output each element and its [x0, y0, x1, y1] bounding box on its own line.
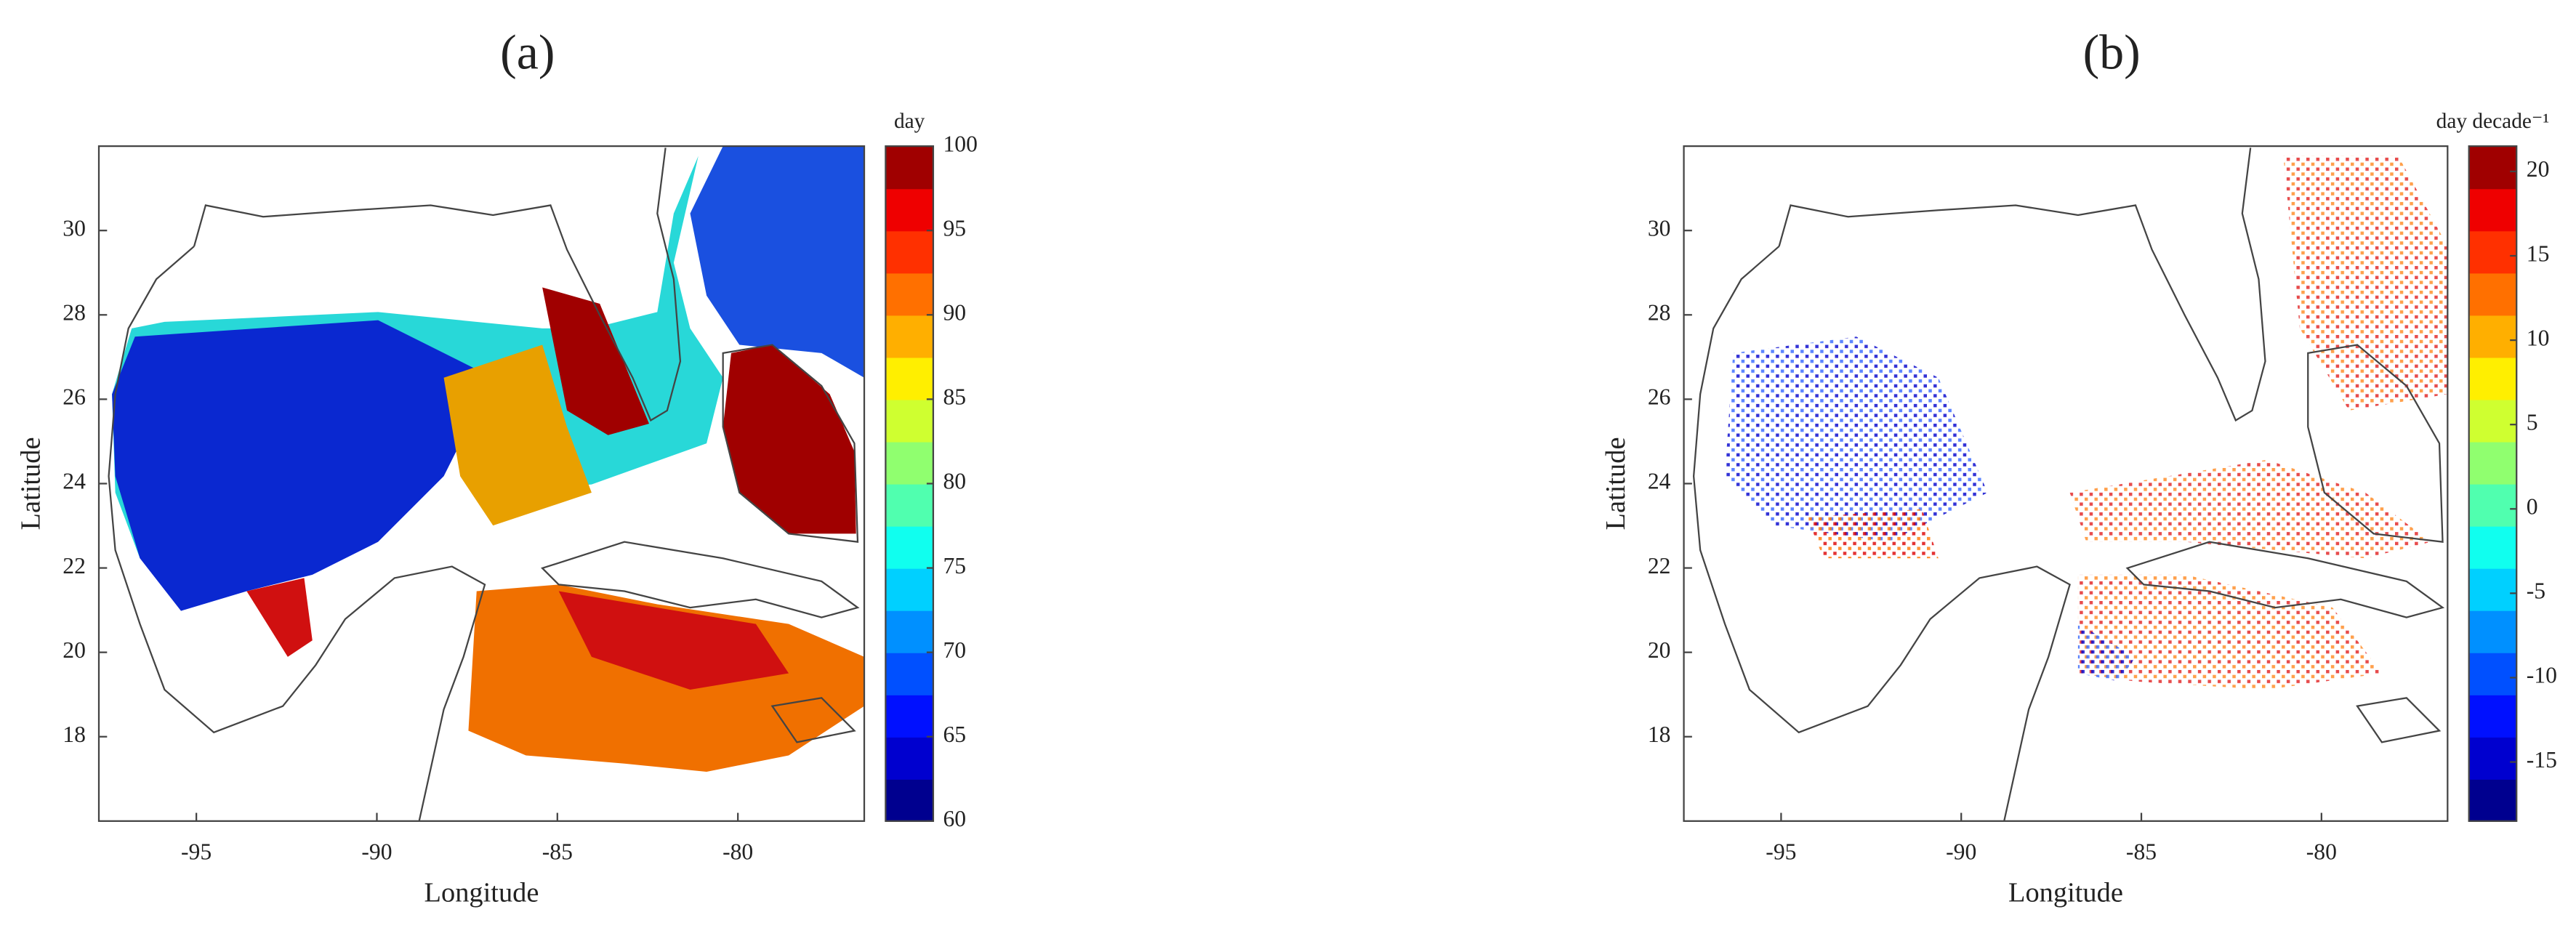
colorbar-segment	[885, 525, 933, 569]
colorbar-tick-label: 60	[943, 806, 966, 831]
y-tick-label: 24	[63, 469, 86, 494]
y-tick-label: 28	[1648, 300, 1671, 326]
colorbar-segment	[2468, 441, 2517, 485]
colorbar-tick-label: 0	[2527, 494, 2538, 520]
colorbar-segment	[2468, 357, 2517, 400]
colorbar-segment	[885, 736, 933, 780]
panel-label: (b)	[2083, 25, 2141, 80]
x-tick-label: -80	[2306, 839, 2337, 864]
colorbar-segment	[885, 441, 933, 485]
colorbar-segment	[2468, 188, 2517, 232]
colorbar-segment	[2468, 736, 2517, 780]
x-axis-label: Longitude	[2008, 877, 2123, 908]
colorbar-segment	[2468, 568, 2517, 611]
colorbar-tick-label: 20	[2527, 156, 2550, 182]
colorbar-frame	[2468, 145, 2518, 822]
x-tick-label: -85	[2126, 839, 2157, 864]
y-tick-label: 18	[63, 722, 86, 747]
map-b	[1725, 156, 2448, 690]
y-tick-label: 22	[1648, 553, 1671, 578]
colorbar-segment	[2468, 399, 2517, 443]
y-tick-label: 20	[1648, 637, 1671, 663]
y-tick-label: 30	[63, 215, 86, 241]
colorbar-segment	[885, 694, 933, 738]
y-axis-label: Latitude	[15, 437, 46, 530]
x-tick-label: -80	[723, 839, 753, 864]
colorbar-tick-label: 65	[943, 722, 966, 747]
colorbar-tick-label: 90	[943, 300, 966, 326]
colorbar-segment	[2468, 652, 2517, 695]
map-a	[99, 146, 865, 821]
panel-label: (a)	[500, 25, 555, 80]
x-tick-label: -90	[1946, 839, 1976, 864]
colorbar-segment	[885, 399, 933, 443]
colorbar-segment	[885, 357, 933, 400]
colorbar-segment	[885, 188, 933, 232]
y-tick-label: 26	[1648, 384, 1671, 410]
x-tick-label: -95	[1766, 839, 1796, 864]
colorbar-segment	[885, 652, 933, 695]
colorbar-segment	[2468, 778, 2517, 822]
colorbar-segment	[2468, 610, 2517, 653]
colorbar-tick-label: 80	[943, 469, 966, 494]
colorbar-segment	[2468, 694, 2517, 738]
colorbar-tick-label: -10	[2527, 663, 2557, 688]
colorbar-tick-label: 70	[943, 637, 966, 663]
colorbar-tick-label: 75	[943, 553, 966, 578]
colorbar-segment	[885, 778, 933, 822]
colorbar-tick-label: 5	[2527, 409, 2538, 435]
y-tick-label: 30	[1648, 215, 1671, 241]
colorbar-tick-label: -5	[2527, 578, 2545, 604]
colorbar-label: day	[894, 110, 925, 133]
y-tick-label: 24	[1648, 469, 1671, 494]
colorbar-tick-label: 95	[943, 215, 966, 241]
y-axis-label: Latitude	[1601, 437, 1631, 530]
colorbar-segment	[885, 568, 933, 611]
x-tick-label: -90	[361, 839, 392, 864]
x-tick-label: -85	[542, 839, 573, 864]
colorbar-segment	[885, 230, 933, 274]
colorbar-segment	[2468, 230, 2517, 274]
y-tick-label: 18	[1648, 722, 1671, 747]
colorbar-label: day decade⁻¹	[2436, 110, 2550, 133]
colorbar-segment	[2468, 273, 2517, 316]
colorbar-segment	[2468, 525, 2517, 569]
colorbar-segment	[885, 146, 933, 190]
colorbar-segment	[885, 610, 933, 653]
colorbar-tick-label: 85	[943, 384, 966, 410]
colorbar-segment	[885, 273, 933, 316]
y-tick-label: 26	[63, 384, 86, 410]
colorbar-tick-label: 10	[2527, 325, 2550, 350]
colorbar-tick-label: -15	[2527, 747, 2557, 772]
colorbar-tick-label: 15	[2527, 241, 2550, 266]
x-tick-label: -95	[181, 839, 212, 864]
colorbar-segment	[885, 315, 933, 358]
colorbar-segment	[2468, 315, 2517, 358]
colorbar-tick-label: 100	[943, 131, 977, 156]
y-tick-label: 20	[63, 637, 86, 663]
colorbar-segment	[2468, 146, 2517, 190]
y-tick-label: 28	[63, 300, 86, 326]
colorbar-segment	[885, 483, 933, 527]
colorbar-segment	[2468, 483, 2517, 527]
y-tick-label: 22	[63, 553, 86, 578]
x-axis-label: Longitude	[424, 877, 539, 908]
